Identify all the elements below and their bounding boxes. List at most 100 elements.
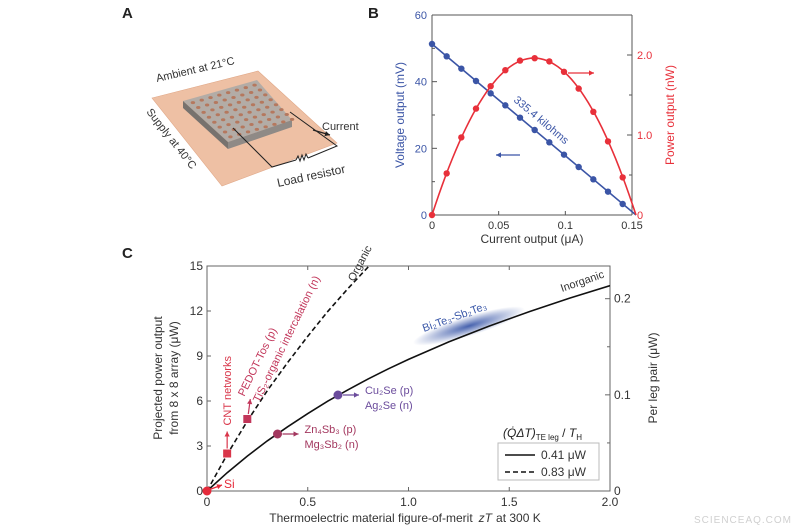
te-leg-pillar [226, 123, 231, 127]
te-leg-pillar [196, 106, 201, 110]
b-y-tick-label: 40 [415, 77, 427, 89]
marker-zn4sb3 [273, 429, 283, 439]
cnt-arrow [224, 431, 230, 449]
c-y-tick-label: 12 [190, 304, 204, 318]
load-resistor-label: Load resistor [276, 162, 347, 190]
te-leg-pillar [204, 103, 210, 107]
power-point [560, 68, 568, 76]
c-y2-tick-label: 0.1 [614, 388, 631, 402]
te-leg-pillar [201, 110, 206, 114]
c-x-tick-label: 0 [204, 495, 211, 509]
te-leg-pillar [284, 112, 289, 116]
voltage-point [546, 139, 553, 146]
power-point [428, 211, 436, 219]
te-leg-pillar [219, 105, 224, 109]
b-x-tick-label: 0 [429, 220, 435, 232]
te-leg-pillar [213, 101, 219, 105]
voltage-point [604, 188, 612, 195]
power-point [458, 134, 465, 141]
te-leg-pillar [222, 130, 228, 134]
te-leg-pillar [275, 115, 281, 119]
te-leg-pillar [279, 108, 284, 112]
te-leg-pillar [199, 98, 204, 102]
power-point [575, 85, 582, 92]
te-leg-pillar [270, 110, 275, 114]
marker-si [202, 486, 212, 496]
te-leg-pillar [208, 96, 213, 100]
power-point [516, 57, 524, 64]
te-leg-pillar [235, 120, 240, 124]
ag2se-label: Ag₂Se (n) [365, 400, 413, 412]
panel-label-b: B [368, 5, 379, 22]
marker-cu2se [333, 390, 343, 400]
wire-left [232, 127, 297, 168]
te-leg-pillar [263, 93, 268, 97]
legend-box [497, 442, 600, 481]
b-y2-tick-label: 1.0 [637, 130, 652, 142]
te-leg-pillar [240, 93, 245, 97]
te-leg-pillar [206, 115, 212, 119]
te-leg-pillar [248, 91, 254, 95]
legend-entry-label: 0.83 μW [541, 465, 587, 479]
voltage-point [560, 151, 568, 158]
te-leg-pillar [220, 118, 226, 122]
panel-label-a: A [122, 5, 133, 22]
voltage-point [428, 40, 436, 48]
voltage-point [443, 53, 450, 60]
te-leg-pillar [224, 110, 229, 114]
te-leg-pillar [243, 86, 248, 90]
c-x-tick-label: 0.5 [299, 495, 316, 509]
voltage-axis-arrow [496, 152, 520, 158]
wire-right [289, 111, 339, 159]
mg3sb2-label: Mg₃Sb₂ (n) [305, 439, 359, 451]
c-y-tick-label: 6 [196, 394, 203, 408]
c-y-label-line2: from 8 x 8 array (μW) [167, 321, 181, 435]
marker-pedot [243, 415, 252, 423]
c-y2-label: Per leg pair (μW) [646, 333, 660, 424]
panel-label-c: C [122, 245, 133, 262]
power-point [531, 55, 538, 62]
te-leg-pillar [240, 125, 245, 129]
voltage-point [575, 163, 582, 171]
te-leg-pillar [273, 103, 279, 107]
te-leg-pillar [252, 83, 257, 87]
voltage-point [487, 90, 494, 97]
bi2te3-region [413, 306, 525, 346]
voltage-point [516, 114, 524, 121]
c-y2-tick-label: 0.2 [614, 292, 631, 306]
power-point [590, 108, 597, 116]
b-y-tick-label: 20 [415, 143, 427, 155]
voltage-point [619, 200, 626, 208]
voltage-point [502, 102, 509, 109]
power-point [619, 174, 626, 181]
te-leg-pillar [266, 117, 272, 121]
power-point [502, 67, 509, 74]
te-leg-pillar [233, 108, 238, 112]
te-leg-pillar [229, 115, 235, 119]
inorganic-label: Inorganic [559, 269, 606, 295]
inorganic-curve [207, 284, 610, 491]
cu2se-arrow [342, 392, 359, 398]
si-arrow-head [216, 484, 222, 490]
te-leg-pillar [227, 103, 233, 107]
te-leg-pillar [247, 110, 252, 114]
te-leg-pillar [249, 122, 254, 126]
te-leg-pillar [242, 105, 247, 109]
device-illustration [151, 70, 339, 187]
c-y-tick-label: 15 [190, 259, 204, 273]
voltage-point [472, 77, 480, 85]
current-arrow-head [324, 131, 330, 137]
b-y2-tick-label: 2.0 [637, 50, 652, 62]
te-leg-pillar [254, 95, 259, 99]
c-x-label-tail: at 300 K [496, 511, 541, 525]
power-point [472, 105, 480, 112]
te-leg-pillar [245, 98, 250, 102]
cu2se-arrow-head [353, 392, 359, 398]
cnt-label: CNT networks [222, 356, 234, 426]
c-y-tick-label: 0 [196, 484, 203, 498]
te-leg-pillar [231, 96, 236, 100]
legend-entry-label: 0.41 μW [541, 448, 587, 462]
b-y-tick-label: 60 [415, 10, 427, 22]
